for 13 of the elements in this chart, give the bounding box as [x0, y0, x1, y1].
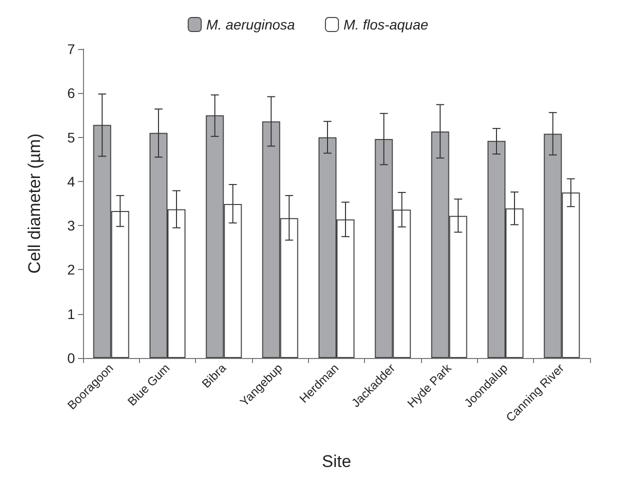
y-tick-label: 6 [67, 85, 76, 102]
y-tick-label: 4 [67, 173, 76, 190]
x-tick-label: Blue Gum [124, 361, 172, 409]
x-axis-title: Site [322, 452, 352, 471]
legend-label: M. flos-aquae [343, 16, 428, 32]
y-axis-title: Cell diameter (µm) [25, 133, 44, 274]
y-tick-label: 3 [67, 218, 76, 234]
y-tick-label: 5 [67, 129, 76, 146]
y-tick-label: 0 [67, 350, 76, 366]
y-tick-label: 2 [67, 262, 76, 278]
y-tick-label: 7 [67, 41, 76, 57]
y-tick-label: 1 [67, 306, 76, 322]
legend-label: M. aeruginosa [206, 16, 296, 32]
